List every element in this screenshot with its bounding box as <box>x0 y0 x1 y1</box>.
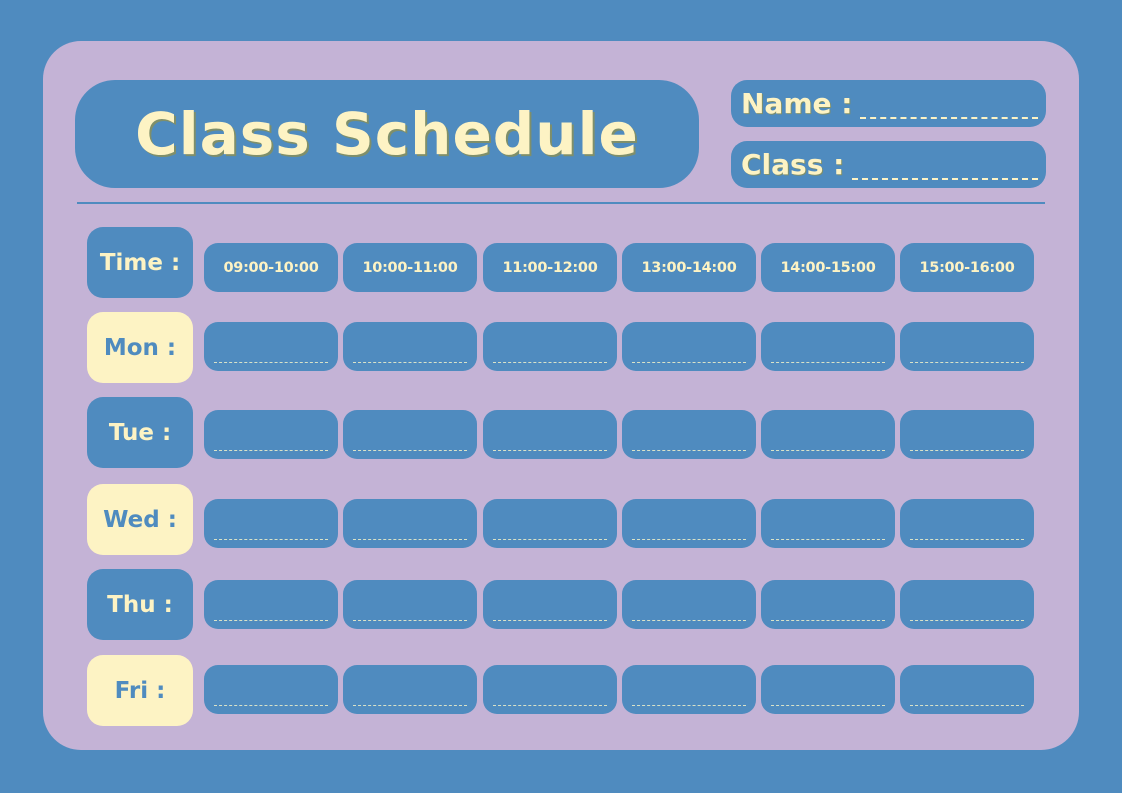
schedule-cell[interactable] <box>622 580 756 629</box>
cell-write-line <box>910 539 1024 540</box>
time-slot-header: 09:00-10:00 <box>204 243 338 292</box>
cell-write-line <box>771 539 885 540</box>
cell-write-line <box>910 450 1024 451</box>
schedule-cell[interactable] <box>900 580 1034 629</box>
day-label: Mon : <box>87 312 193 383</box>
cell-write-line <box>910 705 1024 706</box>
cell-write-line <box>771 362 885 363</box>
time-slot-header: 14:00-15:00 <box>761 243 895 292</box>
schedule-cell[interactable] <box>483 322 617 371</box>
schedule-cell[interactable] <box>900 499 1034 548</box>
cell-write-line <box>353 705 467 706</box>
cell-write-line <box>214 620 328 621</box>
cell-write-line <box>771 705 885 706</box>
schedule-cell[interactable] <box>204 580 338 629</box>
time-slot-header: 10:00-11:00 <box>343 243 477 292</box>
cell-write-line <box>493 539 607 540</box>
schedule-cell[interactable] <box>204 410 338 459</box>
cell-write-line <box>493 705 607 706</box>
schedule-cell[interactable] <box>483 410 617 459</box>
schedule-cell[interactable] <box>761 410 895 459</box>
schedule-cell[interactable] <box>761 580 895 629</box>
schedule-cell[interactable] <box>900 322 1034 371</box>
schedule-cell[interactable] <box>761 665 895 714</box>
schedule-cell[interactable] <box>622 410 756 459</box>
cell-write-line <box>771 450 885 451</box>
time-slot-header: 13:00-14:00 <box>622 243 756 292</box>
class-input-line[interactable] <box>852 178 1038 180</box>
cell-write-line <box>910 620 1024 621</box>
time-slot-header: 15:00-16:00 <box>900 243 1034 292</box>
schedule-cell[interactable] <box>622 665 756 714</box>
schedule-cell[interactable] <box>761 499 895 548</box>
schedule-cell[interactable] <box>343 322 477 371</box>
schedule-cell[interactable] <box>622 499 756 548</box>
time-slot-header: 11:00-12:00 <box>483 243 617 292</box>
cell-write-line <box>493 620 607 621</box>
day-label: Tue : <box>87 397 193 468</box>
schedule-cell[interactable] <box>483 665 617 714</box>
schedule-cell[interactable] <box>761 322 895 371</box>
time-label: Time : <box>87 227 193 298</box>
cell-write-line <box>353 450 467 451</box>
name-field[interactable]: Name : <box>731 80 1046 127</box>
schedule-cell[interactable] <box>343 665 477 714</box>
cell-write-line <box>214 539 328 540</box>
cell-write-line <box>353 362 467 363</box>
cell-write-line <box>632 539 746 540</box>
class-label: Class : <box>741 148 845 181</box>
day-label: Thu : <box>87 569 193 640</box>
schedule-cell[interactable] <box>483 499 617 548</box>
cell-write-line <box>771 620 885 621</box>
cell-write-line <box>632 620 746 621</box>
name-label: Name : <box>741 87 853 120</box>
cell-write-line <box>493 362 607 363</box>
cell-write-line <box>493 450 607 451</box>
schedule-cell[interactable] <box>343 410 477 459</box>
schedule-cell[interactable] <box>900 665 1034 714</box>
name-input-line[interactable] <box>860 117 1038 119</box>
day-label: Wed : <box>87 484 193 555</box>
class-field[interactable]: Class : <box>731 141 1046 188</box>
divider <box>77 202 1045 204</box>
schedule-cell[interactable] <box>622 322 756 371</box>
schedule-cell[interactable] <box>343 499 477 548</box>
cell-write-line <box>632 450 746 451</box>
schedule-cell[interactable] <box>204 499 338 548</box>
page-title: Class Schedule <box>75 80 699 188</box>
cell-write-line <box>632 705 746 706</box>
schedule-cell[interactable] <box>900 410 1034 459</box>
schedule-cell[interactable] <box>204 322 338 371</box>
schedule-cell[interactable] <box>204 665 338 714</box>
cell-write-line <box>214 362 328 363</box>
day-label: Fri : <box>87 655 193 726</box>
cell-write-line <box>353 620 467 621</box>
schedule-cell[interactable] <box>343 580 477 629</box>
cell-write-line <box>632 362 746 363</box>
cell-write-line <box>353 539 467 540</box>
cell-write-line <box>910 362 1024 363</box>
schedule-cell[interactable] <box>483 580 617 629</box>
cell-write-line <box>214 705 328 706</box>
cell-write-line <box>214 450 328 451</box>
